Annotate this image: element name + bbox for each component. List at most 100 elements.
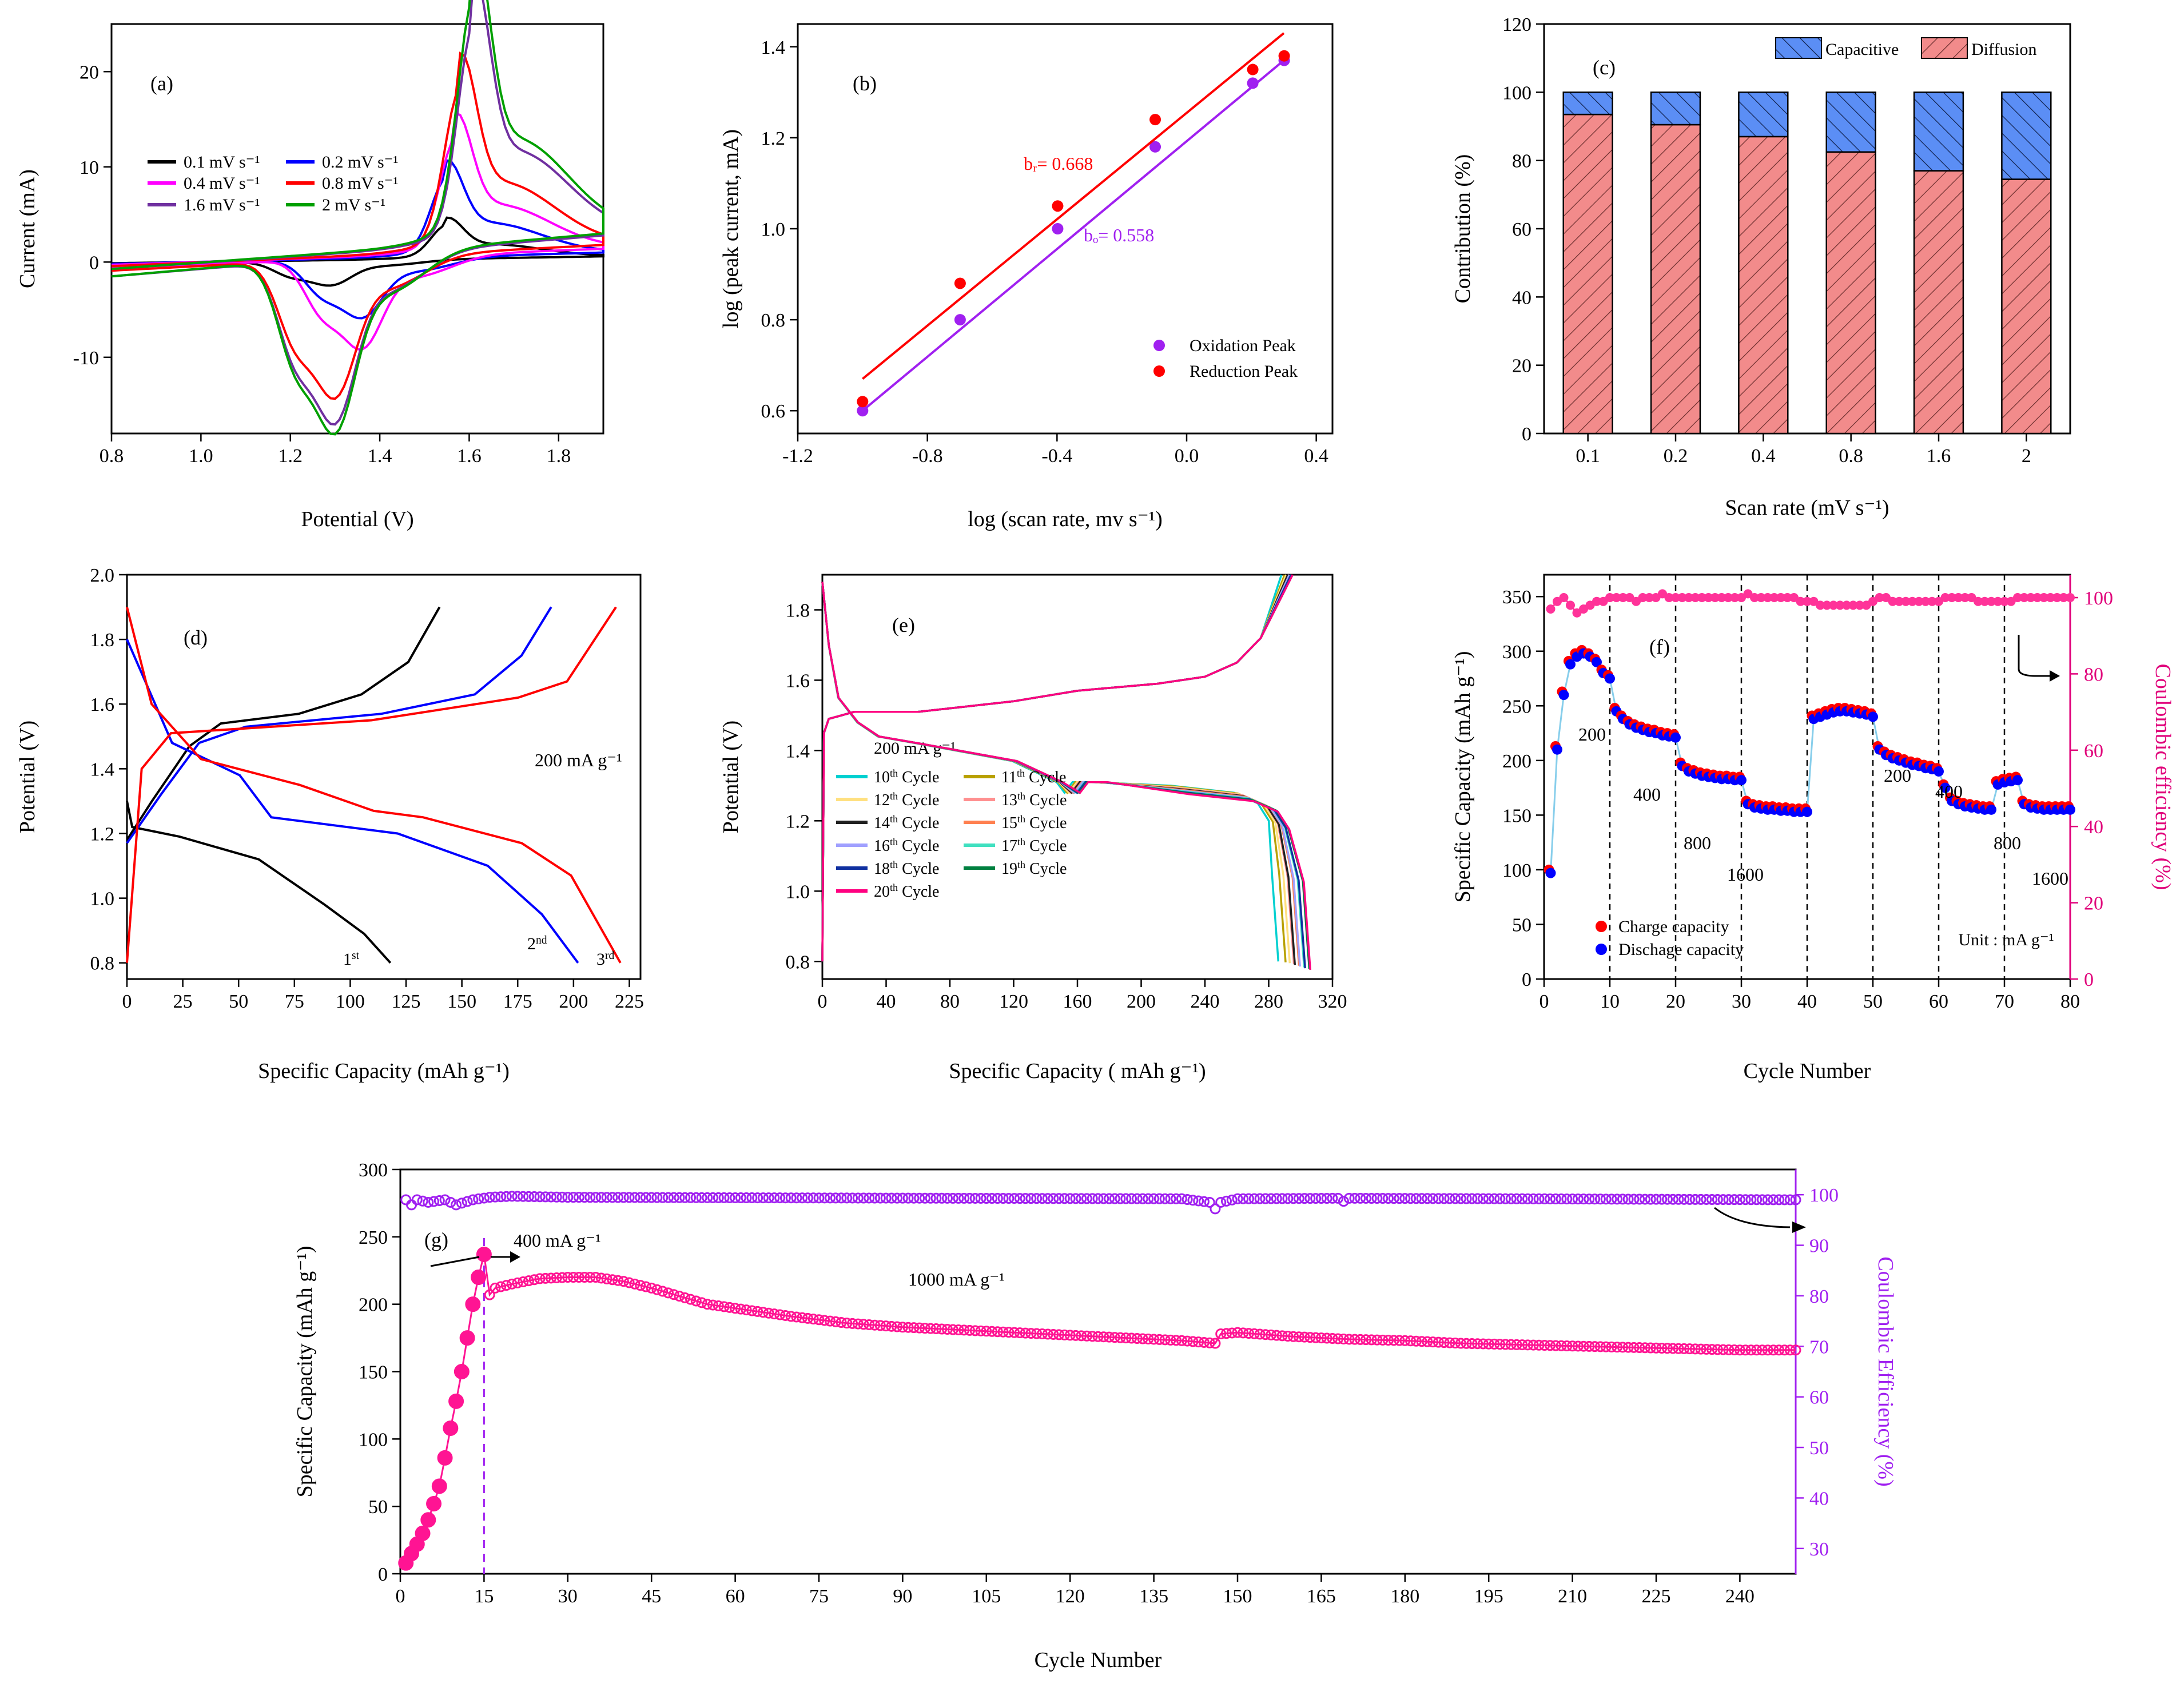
y-axis-title: Specific Capacity (mAh g⁻¹)	[293, 1246, 317, 1498]
y-tick-label: 1.4	[90, 759, 115, 780]
efficiency-point	[791, 1192, 802, 1204]
efficiency-point	[779, 1192, 791, 1204]
efficiency-point	[1489, 1193, 1500, 1204]
capacity-point	[556, 1272, 568, 1283]
x-tick-label: 90	[893, 1586, 912, 1607]
capacity-point	[1751, 1344, 1763, 1356]
efficiency-point	[573, 1192, 584, 1203]
y-tick-label: 1.6	[90, 694, 115, 715]
efficiency-point	[1422, 1193, 1433, 1204]
efficiency-point	[456, 1197, 467, 1209]
capacity-point	[897, 1322, 908, 1333]
capacity-point	[836, 1316, 847, 1328]
capacity-point	[718, 1301, 730, 1312]
efficiency-point	[1299, 1193, 1310, 1204]
capacity-point	[1310, 1332, 1322, 1343]
efficiency-point	[1260, 1193, 1271, 1204]
discharge-point	[1736, 775, 1747, 786]
cycle-label: 2nd	[527, 934, 547, 954]
capacity-point	[623, 1277, 635, 1288]
capacity-point	[1768, 1344, 1779, 1356]
x-tick-label: 60	[1929, 991, 1948, 1012]
capacity-point	[1115, 1332, 1126, 1343]
bar-capacitive	[1825, 91, 1876, 153]
capacity-point	[797, 1312, 808, 1323]
data-point	[857, 396, 869, 408]
capacity-point	[471, 1270, 487, 1286]
efficiency-point	[1438, 1193, 1450, 1204]
unit-label: Unit : mA g⁻¹	[1958, 930, 2054, 949]
capacity-point	[1545, 1340, 1556, 1351]
efficiency-point	[1706, 1193, 1718, 1205]
efficiency-point	[1717, 593, 1726, 603]
capacity-point	[914, 1322, 925, 1334]
y-tick-label: 30	[1809, 1539, 1829, 1560]
capacity-point	[1081, 1330, 1092, 1342]
efficiency-point	[1848, 600, 1858, 610]
x-tick-label: 25	[173, 991, 193, 1012]
x-tick-label: 0.0	[1175, 445, 1199, 467]
x-tick-label: 195	[1474, 1586, 1503, 1607]
capacity-point	[1617, 1342, 1628, 1353]
efficiency-point	[495, 1191, 507, 1203]
legend-label: 0.8 mV s⁻¹	[322, 174, 398, 193]
capacity-point	[1171, 1335, 1182, 1346]
capacity-point	[1399, 1335, 1411, 1346]
y-tick-label: 0	[1522, 969, 1531, 990]
bar-diffusion	[1913, 170, 1964, 435]
efficiency-point	[953, 1192, 964, 1204]
efficiency-point	[1730, 593, 1740, 603]
x-tick-label: 45	[642, 1586, 661, 1607]
capacity-point	[1137, 1333, 1148, 1344]
efficiency-point	[618, 1192, 629, 1203]
efficiency-point	[1321, 1192, 1332, 1204]
panel-label: (d)	[184, 626, 208, 649]
current-label: 200 mA g⁻¹	[535, 750, 622, 770]
panel-a: 0.8 1.0 1.2 1.4 1.6 1.8 -10 0 10 20 Potential (V) C…	[15, 0, 604, 531]
data-point	[1247, 77, 1259, 89]
efficiency-point	[2066, 593, 2075, 603]
capacity-point	[1589, 1341, 1601, 1352]
efficiency-point	[1888, 596, 1897, 606]
discharge-point	[1934, 766, 1944, 777]
capacity-line	[405, 1254, 1796, 1563]
y-tick-label: 1.0	[90, 889, 115, 910]
efficiency-point	[1081, 1193, 1092, 1204]
efficiency-point	[986, 1193, 998, 1204]
y2-axis-title: Coulombic Efficiency (%)	[1873, 1256, 1897, 1486]
efficiency-point	[518, 1191, 529, 1202]
capacity-point	[1076, 1330, 1087, 1342]
x-tick-label: 240	[1725, 1586, 1755, 1607]
rate-label: 200	[1578, 724, 1606, 745]
efficiency-point	[785, 1192, 797, 1204]
efficiency-point	[1628, 1193, 1640, 1205]
activation-label: 1000 mA g⁻¹	[908, 1269, 1005, 1290]
efficiency-point	[1690, 593, 1700, 603]
arrow-head	[1792, 1222, 1806, 1233]
efficiency-point	[612, 1192, 624, 1203]
x-tick-label: 30	[1732, 991, 1751, 1012]
efficiency-point	[1816, 600, 1825, 610]
efficiency-point	[1399, 1193, 1411, 1204]
efficiency-point	[947, 1192, 958, 1204]
efficiency-point	[635, 1192, 646, 1203]
efficiency-point	[1059, 1193, 1070, 1204]
capacity-point	[1109, 1332, 1120, 1343]
capacity-point	[746, 1305, 758, 1316]
efficiency-point	[1238, 1193, 1249, 1204]
efficiency-point	[1594, 1193, 1606, 1205]
capacity-point	[936, 1323, 948, 1335]
capacity-point	[1042, 1328, 1053, 1340]
discharge-point	[1986, 804, 1996, 815]
capacity-point	[662, 1287, 674, 1299]
capacity-point	[534, 1273, 546, 1284]
efficiency-point	[506, 1191, 518, 1202]
efficiency-point	[1940, 593, 1950, 603]
capacity-point	[1126, 1332, 1137, 1344]
x-tick-label: -1.2	[782, 445, 813, 467]
discharge-point	[1670, 732, 1681, 743]
efficiency-point	[886, 1192, 897, 1204]
efficiency-point	[1678, 1193, 1690, 1205]
capacity-point	[1717, 1344, 1729, 1355]
